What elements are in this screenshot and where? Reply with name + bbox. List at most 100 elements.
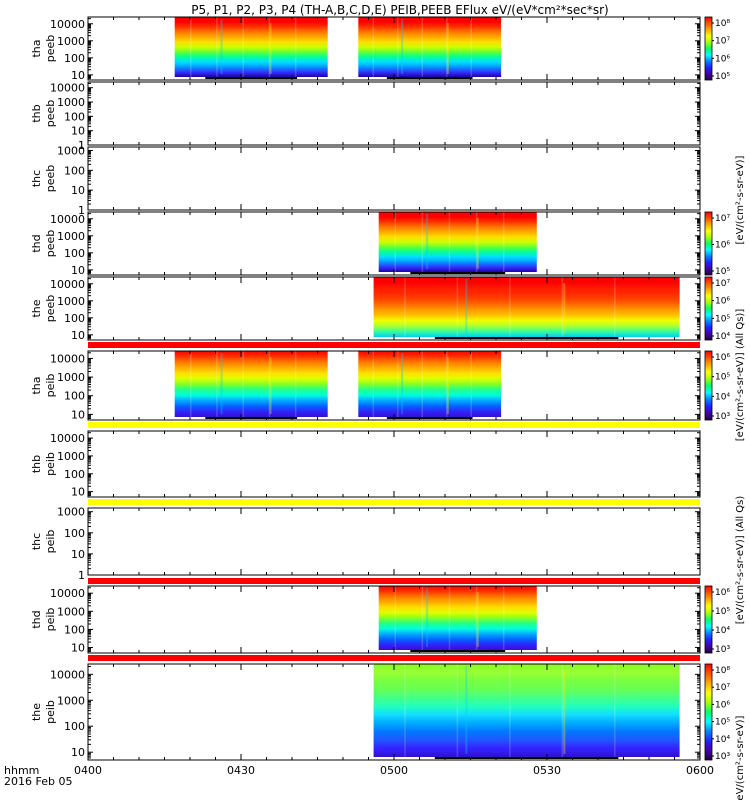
colorbar-tick-label: 10³	[715, 645, 730, 655]
y-tick-label: 10000	[50, 668, 85, 681]
spectrogram-streak	[509, 277, 511, 337]
spectrogram-streak	[561, 664, 564, 757]
y-tick-label: 10	[71, 329, 85, 342]
date-label: 2016 Feb 05	[4, 775, 72, 788]
colorbar-tick-label: 10³	[715, 752, 730, 762]
spectrogram-streak	[404, 664, 406, 757]
y-tick-label: 100	[64, 312, 85, 325]
spectrogram-streak	[446, 351, 448, 417]
y-axis-label-probe: thd	[30, 234, 43, 252]
y-tick-label: 100	[64, 52, 85, 65]
y-tick-label: 10	[71, 408, 85, 421]
x-tick-label: 0600	[686, 764, 714, 777]
y-tick-label: 1000	[57, 230, 85, 243]
spectrogram-streak	[397, 351, 399, 417]
spectrogram-streak	[465, 279, 468, 334]
quality-flag-bar	[386, 77, 473, 79]
y-axis-label-product: peib	[44, 608, 57, 632]
colorbar-tick-label: 10⁸	[715, 666, 730, 676]
colorbar-tick-label: 10³	[715, 412, 730, 422]
y-tick-label: 100	[64, 720, 85, 733]
spectrogram-streak	[446, 23, 449, 74]
colorbar	[704, 276, 713, 341]
y-tick-label: 10	[71, 69, 85, 82]
spectrogram-block	[358, 17, 502, 77]
spectrogram-streak	[294, 17, 297, 77]
spectrogram-streak	[190, 17, 192, 77]
spectrogram-streak	[421, 212, 424, 272]
colorbar-tick-label: 10⁵	[715, 267, 730, 277]
y-tick-label: 1000	[57, 506, 85, 519]
quality-flag-bar	[205, 77, 298, 79]
y-tick-label: 10	[71, 642, 85, 655]
spectrogram-streak	[561, 277, 564, 337]
colorbar-unit-mid2: [eV/(cm²-s-sr-eV)] (All Qs)	[735, 496, 746, 625]
y-axis-label-probe: the	[30, 703, 43, 721]
panel-thc-peeb: 1 10 100 1000 thc peeb	[30, 144, 701, 217]
time-format-label: hhmm	[4, 764, 39, 777]
y-tick-label: 10	[71, 746, 85, 759]
y-tick-label: 10	[71, 184, 85, 197]
spectrogram-block	[358, 351, 502, 417]
spectrogram-streak	[476, 592, 479, 647]
y-tick-label: 10000	[50, 587, 85, 600]
spectrogram-streak	[421, 17, 424, 77]
spectrogram-streak	[216, 351, 218, 417]
y-tick-label: 10	[71, 264, 85, 277]
spectrogram-block	[378, 586, 537, 650]
quality-flag-bar	[410, 272, 506, 274]
y-tick-label: 10000	[50, 18, 85, 31]
spectrogram-streak	[421, 586, 424, 650]
spectrogram-streak	[476, 218, 479, 269]
y-tick-label: 10	[71, 486, 85, 499]
spectrogram-streak	[446, 357, 449, 414]
spectrogram-streak	[456, 664, 459, 757]
colorbar-tick-label: 10⁴	[715, 392, 730, 402]
colorbar-tick-label: 10⁶	[715, 241, 730, 251]
y-axis-label-product: peeb	[44, 165, 57, 193]
colorbar-tick-label: 10⁵	[715, 373, 730, 383]
spectrogram-streak	[614, 277, 616, 337]
spectrogram-streak	[372, 351, 375, 417]
colorbar-tick-label: 10⁶	[715, 588, 730, 598]
y-tick-label: 1000	[57, 605, 85, 618]
y-tick-label: 10000	[50, 278, 85, 291]
figure-title: P5, P1, P2, P3, P4 (TH-A,B,C,D,E) PEIB,P…	[191, 3, 608, 17]
panel-thb-peib: 10 100 1000 10000 thb peib	[30, 430, 701, 499]
colorbar-tick-label: 10⁵	[715, 72, 730, 82]
y-tick-label: 100	[64, 247, 85, 260]
spectrogram-streak	[563, 283, 566, 334]
y-tick-label: 1000	[57, 96, 85, 109]
spectrogram-block	[373, 277, 680, 337]
spectrogram-streak	[563, 670, 566, 754]
y-axis-label-probe: tha	[30, 39, 43, 57]
spectrogram-block	[373, 664, 680, 757]
y-tick-label: 10000	[50, 82, 85, 95]
y-tick-label: 1000	[57, 450, 85, 463]
colorbar-unit-mid1: [eV/(cm²-s-sr-eV)] (All Qs)]	[735, 309, 746, 442]
colorbar-tick-label: 10⁸	[715, 19, 730, 29]
x-tick-label: 0500	[380, 764, 408, 777]
quality-flag-bar	[410, 650, 506, 652]
spectrogram-streak	[426, 214, 429, 269]
spectrogram-streak	[220, 353, 223, 414]
colorbar	[704, 211, 713, 276]
spectrogram-block	[174, 351, 328, 417]
colorbar-tick-label: 10⁵	[715, 718, 730, 728]
y-tick-label: 1	[78, 204, 85, 217]
colorbar	[704, 350, 713, 421]
colorbar-tick-label: 10⁷	[715, 279, 730, 289]
y-tick-label: 100	[64, 623, 85, 636]
x-tick-label: 0430	[227, 764, 255, 777]
separator-bar	[88, 655, 700, 661]
colorbar-tick-label: 10⁴	[715, 332, 730, 342]
spectrogram-streak	[448, 586, 451, 650]
spectrogram-streak	[394, 586, 397, 650]
spectrogram-streak	[268, 17, 271, 77]
y-tick-label: 100	[64, 390, 85, 403]
spectrogram-streak	[216, 17, 218, 77]
spectrogram-streak	[269, 23, 272, 74]
y-tick-label: 10	[71, 548, 85, 561]
